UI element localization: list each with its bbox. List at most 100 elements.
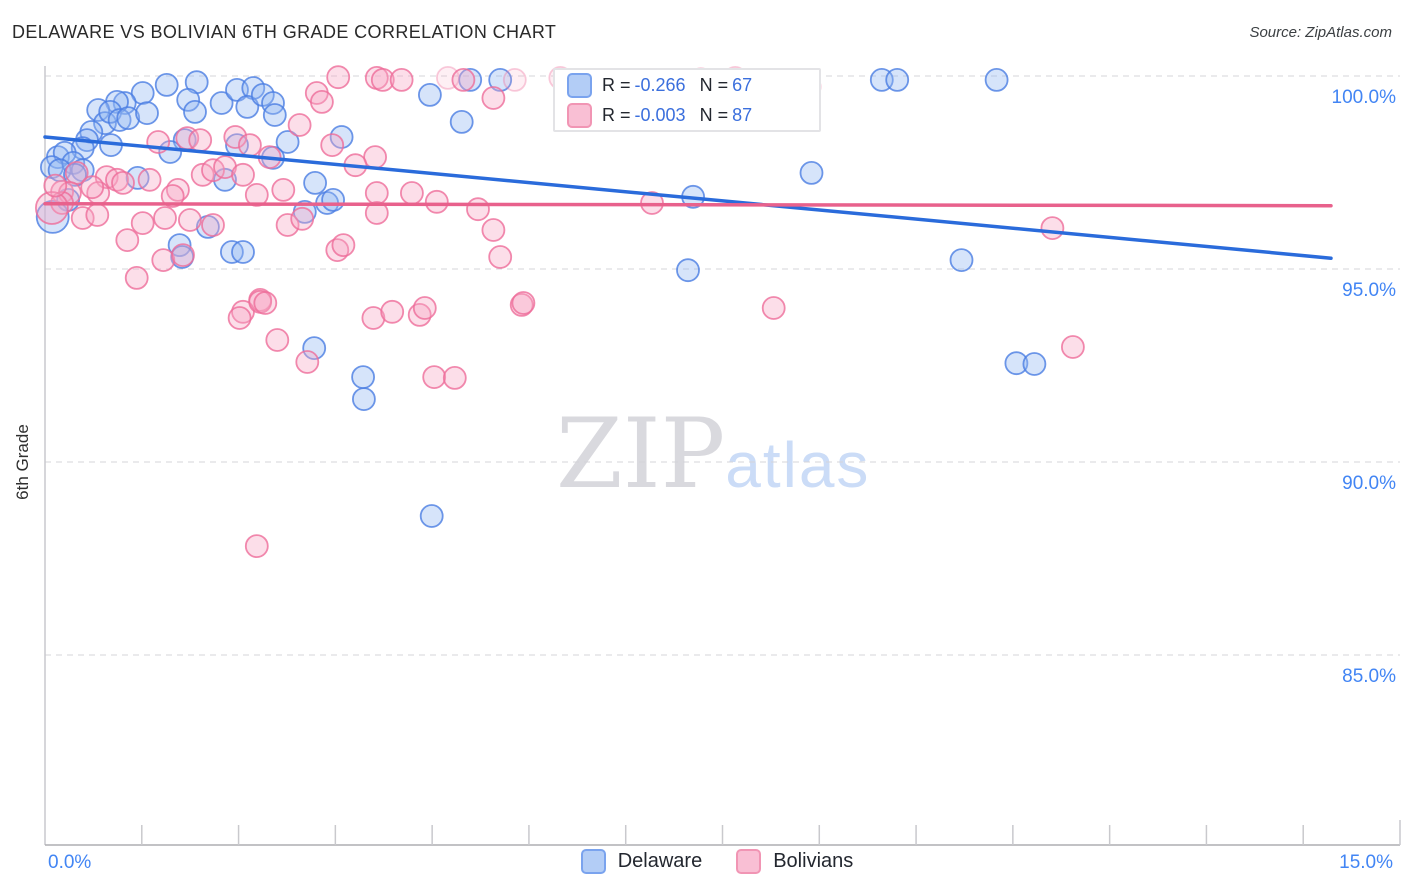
n-label: N =: [699, 74, 729, 95]
r-label: R =: [602, 104, 631, 125]
scatter-point-bolivians: [502, 68, 527, 92]
scatter-point-bolivians: [481, 86, 506, 110]
x-axis-max-label: 15.0%: [1339, 852, 1393, 873]
r-value-delaware: -0.266: [634, 74, 686, 95]
delaware-swatch-icon: [567, 72, 592, 98]
scatter-point-bolivians: [364, 201, 389, 225]
scatter-point-delaware: [35, 199, 70, 234]
x-axis-min-label: 0.0%: [48, 852, 92, 873]
scatter-point-bolivians: [188, 128, 213, 153]
scatter-point-bolivians: [287, 113, 312, 137]
legend-row-bolivians: R = -0.003 N = 87: [567, 102, 819, 128]
scatter-point-bolivians: [85, 203, 110, 227]
scatter-point-delaware: [235, 95, 260, 119]
scatter-point-bolivians: [111, 170, 135, 195]
scatter-point-delaware: [321, 187, 346, 212]
scatter-point-bolivians: [153, 206, 177, 230]
scatter-point-bolivians: [481, 218, 506, 242]
scatter-point-bolivians: [363, 145, 388, 170]
scatter-point-bolivians: [380, 299, 405, 324]
scatter-point-bolivians: [331, 233, 356, 258]
chart-title: DELAWARE VS BOLIVIAN 6TH GRADE CORRELATI…: [12, 22, 557, 42]
trend-line-delaware: [43, 135, 1333, 260]
scatter-point-delaware: [93, 111, 117, 135]
scatter-point-delaware: [125, 165, 150, 190]
n-label: N =: [699, 104, 729, 125]
scatter-point-bolivians: [1040, 216, 1065, 241]
scatter-point-bolivians: [35, 191, 69, 225]
scatter-point-bolivians: [364, 181, 389, 205]
n-value-delaware: 67: [732, 74, 753, 95]
scatter-point-delaware: [213, 167, 237, 192]
legend-item-delaware: Delaware: [580, 849, 702, 874]
series-legend: Delaware Bolivians: [14, 849, 1406, 874]
scatter-point-delaware: [417, 83, 442, 107]
scatter-point-delaware: [158, 140, 183, 164]
scatter-point-delaware: [86, 98, 111, 122]
scatter-point-delaware: [176, 88, 201, 112]
scatter-point-delaware: [458, 68, 483, 92]
scatter-point-delaware: [885, 68, 910, 92]
scatter-point-bolivians: [326, 65, 351, 90]
scatter-point-bolivians: [137, 167, 162, 192]
scatter-point-delaware: [676, 258, 700, 283]
scatter-point-bolivians: [177, 208, 202, 232]
scatter-point-bolivians: [70, 206, 95, 230]
scatter-point-bolivians: [244, 182, 269, 207]
scatter-point-bolivians: [466, 197, 490, 222]
scatter-point-delaware: [303, 170, 328, 195]
legend-item-bolivians: Bolivians: [736, 849, 853, 874]
scatter-point-delaware: [351, 387, 376, 412]
n-value-bolivians: 87: [732, 104, 753, 125]
scatter-point-bolivians: [412, 296, 437, 320]
scatter-point-delaware: [275, 130, 300, 154]
scatter-point-delaware: [154, 73, 179, 97]
scatter-point-bolivians: [361, 306, 386, 330]
scatter-point-delaware: [116, 106, 141, 130]
scatter-point-bolivians: [442, 365, 467, 390]
scatter-point-bolivians: [320, 133, 345, 158]
scatter-point-bolivians: [201, 213, 225, 237]
scatter-point-delaware: [351, 365, 376, 390]
scatter-point-delaware: [209, 91, 234, 115]
scatter-point-bolivians: [160, 184, 185, 208]
scatter-point-delaware: [1004, 351, 1029, 376]
scatter-point-bolivians: [271, 177, 296, 202]
scatter-point-bolivians: [488, 245, 513, 269]
scatter-point-bolivians: [422, 365, 447, 390]
scatter-point-bolivians: [511, 291, 536, 315]
scatter-point-delaware: [488, 68, 513, 92]
scatter-point-bolivians: [227, 306, 252, 330]
scatter-point-bolivians: [451, 68, 476, 92]
scatter-point-delaware: [262, 103, 287, 127]
scatter-point-bolivians: [389, 68, 414, 92]
scatter-point-bolivians: [115, 228, 140, 253]
scatter-point-bolivians: [309, 90, 334, 114]
scatter-point-delaware: [231, 240, 255, 264]
scatter-point-delaware: [135, 101, 159, 125]
scatter-point-delaware: [183, 100, 207, 124]
scatter-point-bolivians: [130, 211, 155, 236]
scatter-point-bolivians: [151, 248, 176, 273]
y-tick-label: 90.0%: [1342, 473, 1396, 494]
scatter-point-delaware: [949, 248, 974, 273]
delaware-swatch-icon: [580, 849, 606, 874]
scatter-point-bolivians: [399, 181, 424, 205]
scatter-point-bolivians: [237, 133, 262, 158]
scatter-point-delaware: [130, 81, 155, 105]
scatter-point-bolivians: [231, 162, 255, 187]
scatter-point-bolivians: [370, 68, 395, 92]
scatter-point-bolivians: [761, 296, 786, 320]
scatter-point-bolivians: [265, 328, 290, 352]
scatter-point-bolivians: [253, 291, 278, 315]
scatter-point-bolivians: [290, 206, 315, 231]
scatter-point-delaware: [329, 125, 354, 149]
legend-row-delaware: R = -0.266 N = 67: [567, 72, 819, 98]
source-credit: Source: ZipAtlas.com: [1249, 24, 1392, 41]
scatter-point-bolivians: [424, 189, 449, 214]
y-tick-label: 95.0%: [1342, 280, 1396, 301]
scatter-point-bolivians: [124, 265, 149, 290]
y-axis-title: 6th Grade: [13, 424, 32, 500]
scatter-point-bolivians: [295, 350, 320, 374]
